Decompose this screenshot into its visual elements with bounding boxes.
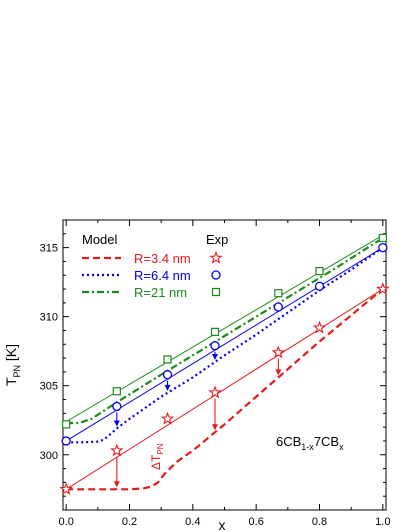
legend: Model Exp R=3.4 nm R=6.4 nm R=21 nm <box>82 232 228 300</box>
x-tick-label: 0.8 <box>312 516 327 528</box>
y-axis-label-unit: [K] <box>3 344 19 365</box>
exp-circle-marker <box>210 341 220 351</box>
exp-square-marker <box>210 327 220 336</box>
legend-label: R=3.4 nm <box>134 251 191 266</box>
mixture-a: 6CB <box>276 434 301 449</box>
y-tick-label: 315 <box>40 243 58 255</box>
y-tick-label: 310 <box>40 312 58 324</box>
exp-star-marker <box>312 320 327 334</box>
exp-fit-line <box>65 288 384 490</box>
exp-fit-line <box>65 247 384 442</box>
y-axis-label-sub: PN <box>12 365 22 378</box>
axis-ticks: 0.0 0.2 0.4 0.6 0.8 1.0 300 305 310 315 <box>40 219 390 528</box>
shift-arrow-head <box>113 481 120 488</box>
exp-circle-marker <box>112 401 122 412</box>
exp-square-marker <box>315 266 324 276</box>
shift-arrows <box>113 351 282 488</box>
exp-star-marker <box>208 385 222 399</box>
exp-square-marker <box>274 289 283 298</box>
mixture-b: 7CB <box>314 434 339 449</box>
mixture-b-sub: x <box>339 442 344 452</box>
exp-circle-marker <box>61 436 71 446</box>
model-curves <box>66 237 384 491</box>
x-axis-label: x <box>219 517 226 532</box>
exp-star-marker <box>110 443 124 457</box>
x-tick-label: 0.6 <box>249 516 264 528</box>
exp-square-marker <box>211 287 221 297</box>
plot-frame <box>62 219 387 511</box>
shift-arrow-head <box>275 369 282 376</box>
x-tick-label: 0.4 <box>185 516 200 528</box>
exp-star-marker <box>376 281 390 295</box>
shift-arrow-head <box>212 353 218 360</box>
shift-arrow-head <box>212 424 218 431</box>
exp-square-marker <box>378 233 387 243</box>
exp-star-marker <box>209 250 223 264</box>
shift-arrow-head <box>164 384 171 391</box>
model-curve <box>66 237 384 425</box>
mixture-a-sub: 1-x <box>301 442 314 452</box>
exp-markers <box>59 233 390 496</box>
model-curve <box>66 288 384 491</box>
delta-t-annotation: ΔTPN <box>149 443 165 470</box>
exp-square-marker <box>112 387 121 396</box>
legend-model-header: Model <box>82 232 118 247</box>
exp-star-marker <box>59 482 73 496</box>
exp-circle-marker <box>314 281 325 291</box>
exp-circle-marker <box>273 302 283 312</box>
exp-star-marker <box>160 411 175 425</box>
x-tick-label: 1.0 <box>375 516 390 528</box>
exp-square-marker <box>62 420 71 429</box>
y-axis-label-main: T <box>3 377 19 386</box>
delta-t-sub: PN <box>156 443 165 454</box>
exp-circle-marker <box>378 242 388 253</box>
legend-entries: R=3.4 nm R=6.4 nm R=21 nm <box>82 250 223 300</box>
x-tick-label: 0.2 <box>122 516 137 528</box>
y-tick-label: 300 <box>40 450 58 462</box>
exp-circle-marker <box>162 370 173 380</box>
delta-t-main: ΔT <box>149 454 163 470</box>
y-tick-label: 305 <box>40 381 58 393</box>
y-axis-label: TPN [K] <box>3 344 22 386</box>
legend-exp-header: Exp <box>206 232 228 247</box>
legend-label: R=6.4 nm <box>134 268 191 283</box>
exp-square-marker <box>163 355 172 364</box>
mixture-annotation: 6CB1-x7CBx <box>276 434 344 452</box>
legend-label: R=21 nm <box>134 285 187 300</box>
x-tick-label: 0.0 <box>59 516 74 528</box>
exp-circle-marker <box>211 270 221 280</box>
exp-star-marker <box>271 345 286 359</box>
shift-arrow-head <box>113 420 120 427</box>
